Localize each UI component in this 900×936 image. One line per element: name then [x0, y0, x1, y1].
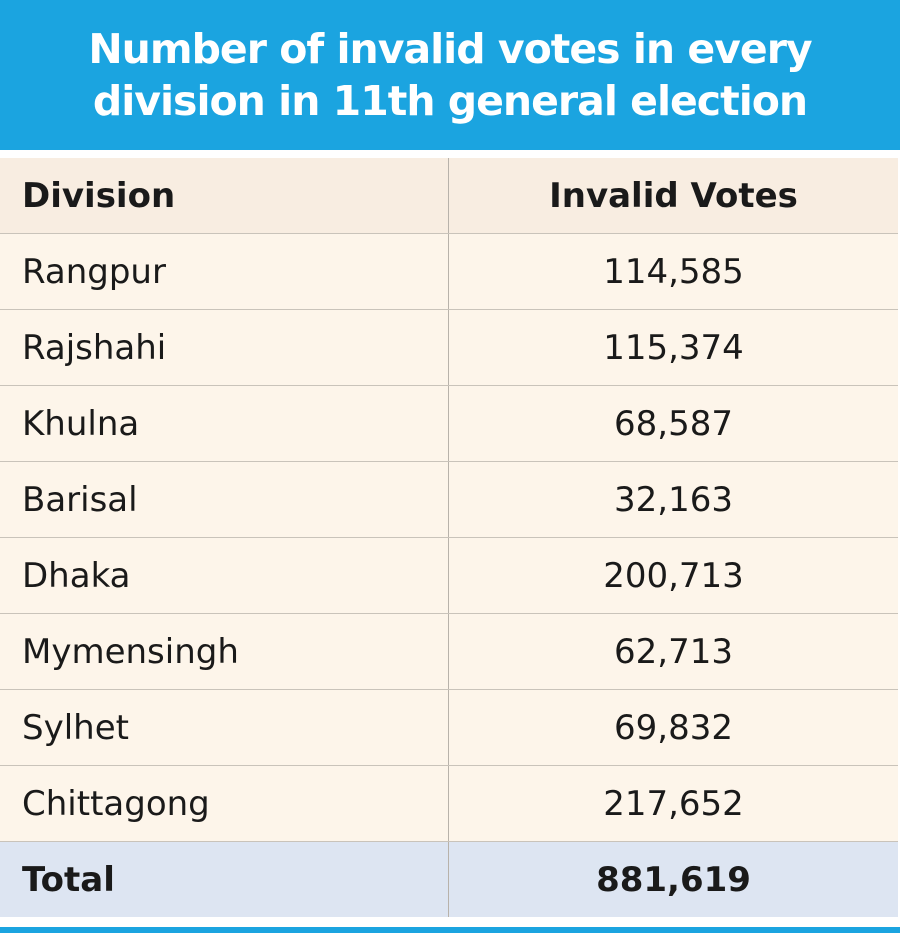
table-row: Sylhet 69,832 [0, 689, 898, 766]
invalid-votes-cell: 69,832 [448, 689, 898, 766]
total-label: Total [0, 841, 449, 917]
invalid-votes-cell: 217,652 [448, 765, 898, 842]
header-row: Division Invalid Votes [0, 158, 898, 234]
table-row: Rajshahi 115,374 [0, 309, 898, 386]
invalid-votes-cell: 114,585 [448, 233, 898, 310]
division-cell: Barisal [0, 461, 449, 538]
table-row: Mymensingh 62,713 [0, 613, 898, 690]
table-head: Division Invalid Votes [0, 158, 898, 234]
invalid-votes-cell: 62,713 [448, 613, 898, 690]
total-value: 881,619 [448, 841, 898, 917]
bottom-line [0, 927, 900, 933]
table-row: Dhaka 200,713 [0, 537, 898, 614]
division-cell: Rajshahi [0, 309, 449, 386]
table: Division Invalid Votes Rangpur 114,585 Rajsh… [0, 158, 898, 917]
table-row: Barisal 32,163 [0, 461, 898, 538]
table-row: Khulna 68,587 [0, 385, 898, 462]
table-row: Chittagong 217,652 [0, 765, 898, 842]
division-cell: Dhaka [0, 537, 449, 614]
invalid-votes-cell: 115,374 [448, 309, 898, 386]
table-row: Rangpur 114,585 [0, 233, 898, 310]
table-body: Rangpur 114,585 Rajshahi 115,374 Khulna 68,58… [0, 233, 898, 917]
division-cell: Sylhet [0, 689, 449, 766]
title: Number of invalid votes in every divisio… [88, 25, 812, 125]
invalid-votes-cell: 68,587 [448, 385, 898, 462]
total-row: Total 881,619 [0, 841, 898, 917]
division-cell: Chittagong [0, 765, 449, 842]
division-cell: Mymensingh [0, 613, 449, 690]
invalid-votes-cell: 32,163 [448, 461, 898, 538]
column-header: Invalid Votes [448, 158, 898, 234]
division-cell: Khulna [0, 385, 449, 462]
invalid-votes-cell: 200,713 [448, 537, 898, 614]
column-header: Division [0, 158, 449, 234]
title-bar: Number of invalid votes in every divisio… [0, 0, 900, 150]
division-cell: Rangpur [0, 233, 449, 310]
